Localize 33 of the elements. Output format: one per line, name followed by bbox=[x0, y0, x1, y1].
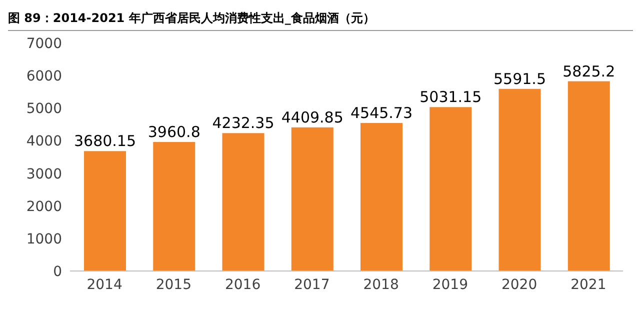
bar bbox=[430, 107, 472, 271]
x-tick-label: 2018 bbox=[363, 276, 399, 293]
bar bbox=[84, 151, 126, 271]
x-tick-label: 2020 bbox=[501, 276, 538, 293]
data-label: 4545.73 bbox=[350, 104, 413, 122]
x-tick-label: 2019 bbox=[432, 276, 468, 293]
bar bbox=[291, 127, 334, 271]
data-label: 5825.2 bbox=[562, 62, 616, 80]
y-tick-label: 6000 bbox=[26, 68, 62, 85]
y-tick-label: 1000 bbox=[26, 231, 62, 248]
x-tick-label: 2016 bbox=[224, 276, 261, 293]
bar bbox=[222, 133, 264, 271]
y-tick-label: 0 bbox=[53, 264, 62, 280]
data-label: 3680.15 bbox=[74, 132, 136, 150]
data-label: 3960.8 bbox=[148, 122, 200, 141]
x-tick-label: 2021 bbox=[570, 276, 606, 293]
y-tick-label: 2000 bbox=[26, 198, 62, 215]
bar bbox=[360, 122, 402, 271]
y-tick-label: 3000 bbox=[26, 166, 62, 182]
data-label: 4409.85 bbox=[281, 108, 344, 126]
data-label: 5591.5 bbox=[494, 70, 546, 88]
x-tick-label: 2015 bbox=[156, 276, 192, 293]
y-tick-label: 7000 bbox=[26, 36, 62, 52]
data-label: 4232.35 bbox=[212, 114, 274, 132]
bar bbox=[498, 88, 541, 271]
chart-title: 图 89：2014-2021 年广西省居民人均消费性支出_食品烟酒（元） bbox=[8, 8, 633, 31]
x-tick-label: 2017 bbox=[294, 276, 330, 293]
data-label: 5031.15 bbox=[420, 88, 482, 106]
bar bbox=[568, 81, 610, 271]
bar bbox=[153, 142, 196, 271]
x-tick-label: 2014 bbox=[86, 276, 122, 293]
y-tick-label: 5000 bbox=[26, 101, 62, 118]
y-tick-label: 4000 bbox=[26, 134, 62, 150]
